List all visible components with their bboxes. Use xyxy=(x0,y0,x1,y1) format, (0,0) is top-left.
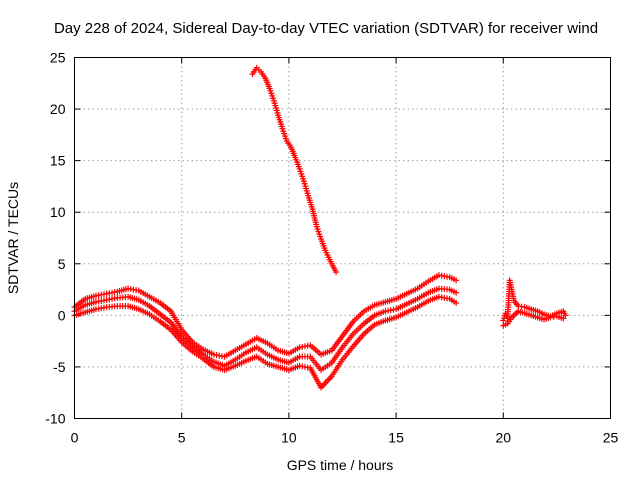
grid-layer xyxy=(74,57,611,419)
x-tick-label: 0 xyxy=(71,430,79,446)
data-points-layer xyxy=(71,64,569,391)
x-axis-label: GPS time / hours xyxy=(287,457,394,473)
x-tick-label: 25 xyxy=(603,430,619,446)
y-tick-label: 5 xyxy=(58,256,66,272)
data-point xyxy=(453,289,460,296)
y-tick-label: 10 xyxy=(50,204,66,220)
plot-frame xyxy=(74,57,611,419)
chart-title: Day 228 of 2024, Sidereal Day-to-day VTE… xyxy=(54,20,598,37)
data-point xyxy=(333,269,340,276)
data-point xyxy=(560,315,567,322)
data-point xyxy=(562,312,569,319)
data-point xyxy=(453,277,460,284)
y-axis-label: SDTVAR / TECUs xyxy=(5,182,21,294)
x-tick-label: 15 xyxy=(388,430,404,446)
y-tick-label: 0 xyxy=(58,307,66,323)
y-tick-label: 20 xyxy=(50,101,66,117)
y-tick-label: -5 xyxy=(53,359,66,375)
x-tick-label: 10 xyxy=(281,430,297,446)
x-tick-label: 5 xyxy=(178,430,186,446)
y-tick-label: -10 xyxy=(45,411,65,427)
y-tick-label: 25 xyxy=(50,50,66,66)
y-tick-label: 15 xyxy=(50,153,66,169)
x-tick-label: 20 xyxy=(496,430,512,446)
data-point xyxy=(453,299,460,306)
